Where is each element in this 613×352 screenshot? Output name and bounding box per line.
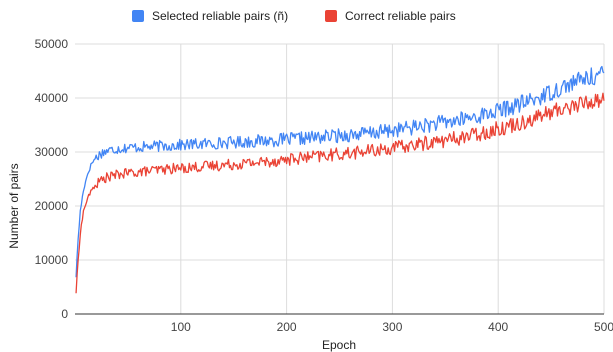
y-tick-label: 40000: [35, 91, 69, 105]
series-line-correct: [75, 92, 605, 294]
legend-item-correct: Correct reliable pairs: [325, 9, 456, 23]
x-tick-label: 400: [488, 320, 508, 334]
y-axis-title: Number of pairs: [7, 163, 21, 248]
x-tick-label: 500: [594, 320, 613, 334]
grid-lines: [75, 43, 605, 314]
legend-label-selected: Selected reliable pairs (ñ): [152, 9, 289, 23]
x-axis-title: Epoch: [322, 338, 356, 352]
x-tick-label: 300: [382, 320, 402, 334]
y-tick-label: 0: [61, 307, 68, 321]
x-tick-label: 200: [277, 320, 297, 334]
legend-swatch-selected: [132, 10, 144, 22]
x-tick-label: 100: [171, 320, 191, 334]
legend-swatch-correct: [325, 10, 337, 22]
y-tick-label: 20000: [35, 199, 69, 213]
legend-item-selected: Selected reliable pairs (ñ): [132, 9, 288, 23]
legend-label-correct: Correct reliable pairs: [345, 9, 456, 23]
y-tick-label: 10000: [35, 253, 69, 267]
series-layer: [75, 65, 605, 294]
y-tick-label: 30000: [35, 145, 69, 159]
tick-labels: 0 10000 20000 30000 40000 50000 100 200 300 400 50…: [35, 37, 613, 334]
series-line-selected: [75, 65, 605, 278]
y-tick-label: 50000: [35, 37, 69, 51]
